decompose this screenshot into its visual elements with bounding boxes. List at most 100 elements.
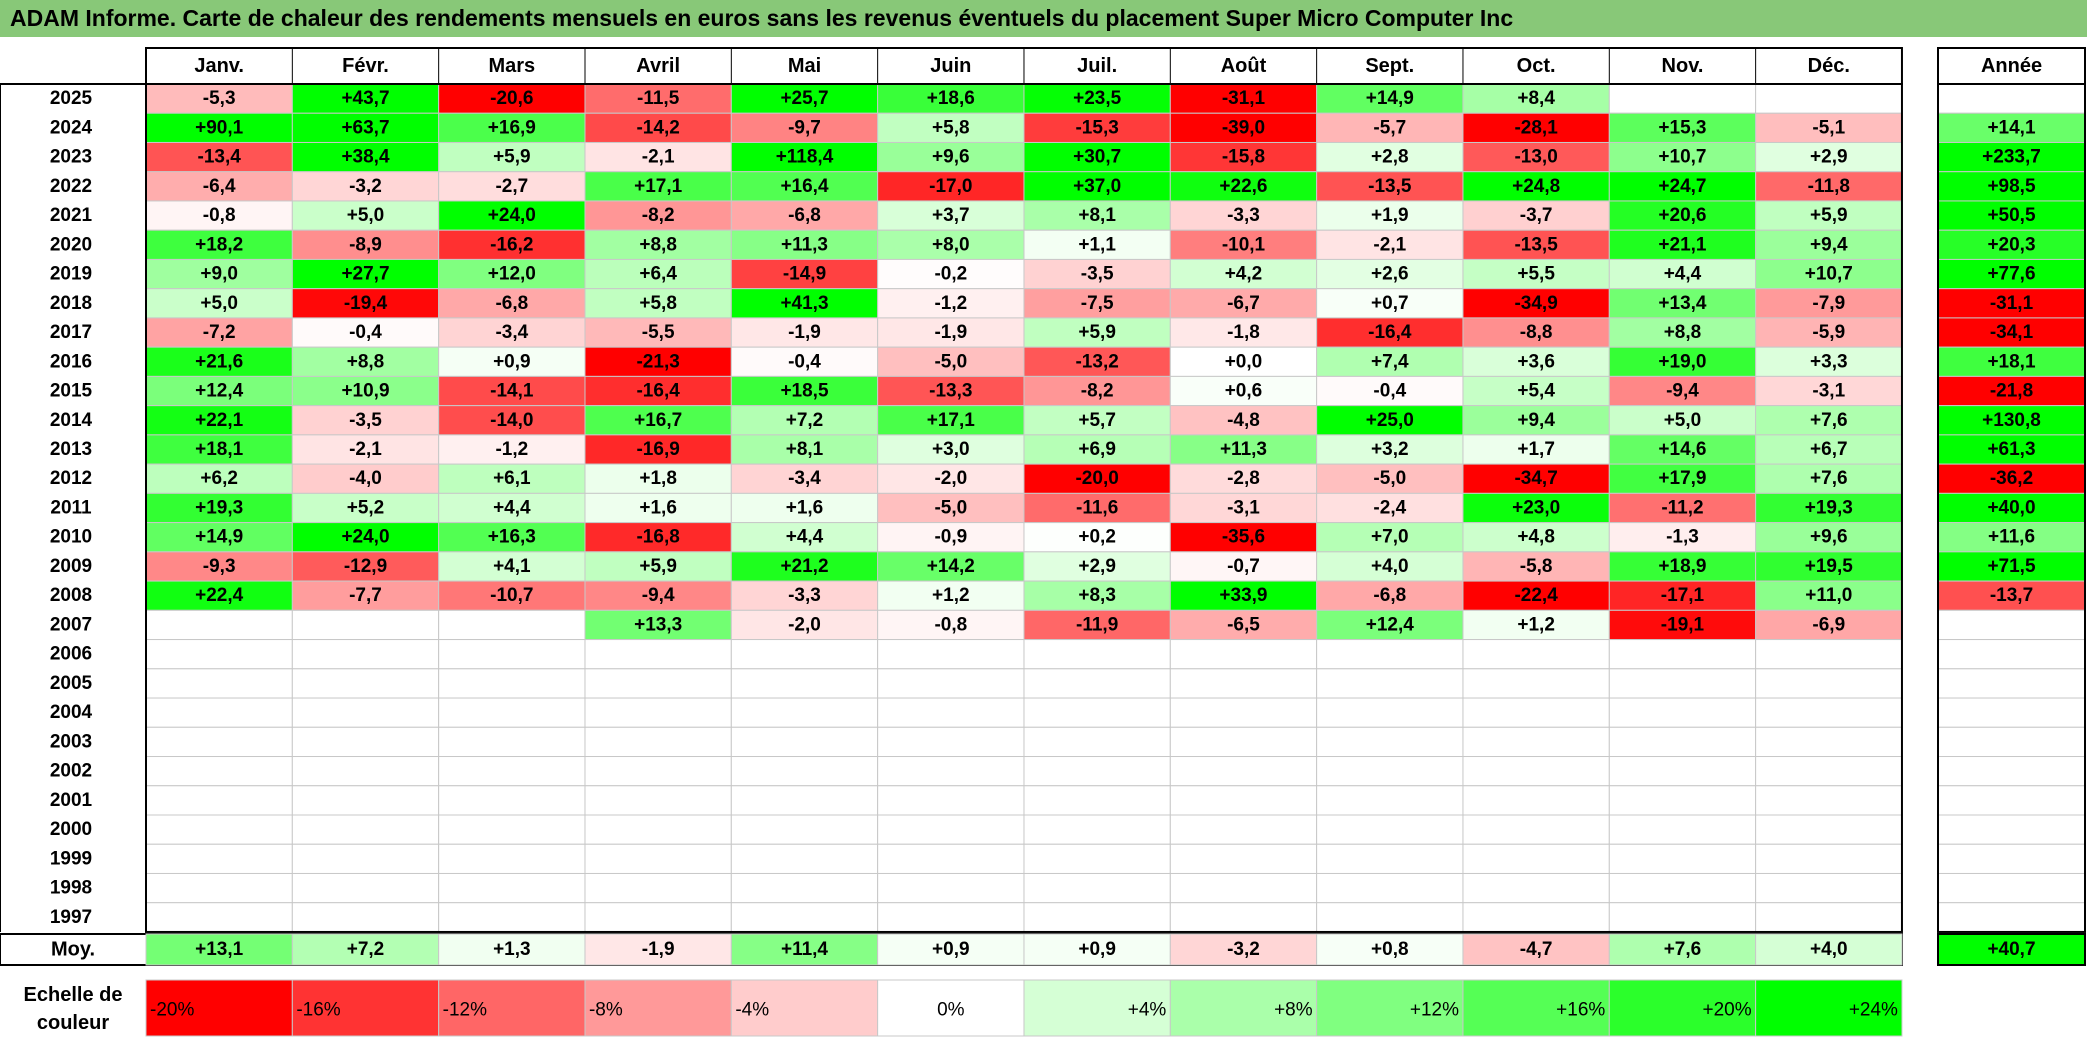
cell-value: +1,8	[639, 468, 677, 489]
heat-cell	[291, 668, 440, 699]
heat-cell	[877, 317, 1025, 348]
cell-value: -9,4	[1666, 381, 1699, 402]
heat-cell	[730, 288, 879, 319]
heat-cell	[1462, 317, 1610, 348]
heat-cell	[877, 200, 1025, 231]
cell-value: +5,9	[1078, 322, 1116, 343]
heat-cell	[877, 522, 1025, 553]
heat-cell	[1755, 288, 1903, 319]
heat-cell	[1755, 258, 1903, 290]
cell-value: +4,1	[493, 556, 531, 577]
heat-cell	[877, 697, 1025, 728]
cell-value: +24,0	[488, 205, 536, 226]
heat-cell	[1755, 522, 1903, 553]
annual-cell	[1937, 405, 2086, 436]
scale-swatch	[1755, 979, 1903, 1037]
heat-cell	[1462, 668, 1610, 699]
heat-cell	[584, 756, 732, 787]
scale-label-line2: couleur	[37, 1012, 109, 1034]
heat-cell	[877, 726, 1025, 758]
heat-cell	[1755, 697, 1903, 728]
heat-cell	[1462, 258, 1610, 290]
scale-swatch	[1316, 979, 1464, 1037]
cell-value: +6,9	[1078, 439, 1116, 460]
heat-cell	[1316, 843, 1464, 874]
average-annual-value: +40,7	[1987, 939, 2035, 960]
heat-cell	[1169, 200, 1318, 231]
heat-cell	[730, 229, 879, 260]
cell-value: -2,4	[1373, 497, 1406, 518]
heat-cell	[1023, 785, 1171, 816]
cell-value: -0,4	[349, 322, 382, 343]
cell-value: +21,6	[195, 351, 243, 372]
heat-cell	[438, 668, 586, 699]
cell-value: -0,8	[934, 614, 967, 635]
heat-cell	[584, 258, 732, 290]
heat-cell	[1023, 639, 1171, 670]
annual-value: +40,0	[1987, 497, 2035, 518]
cell-value: -2,1	[642, 147, 675, 168]
heat-cell	[1316, 112, 1464, 143]
heat-cell	[291, 609, 440, 641]
cell-value: +2,9	[1810, 147, 1848, 168]
cell-value: -8,2	[1081, 381, 1114, 402]
annual-value: -36,2	[1990, 468, 2033, 489]
cell-value: -8,8	[1520, 322, 1553, 343]
cell-value: +5,0	[200, 293, 238, 314]
heat-cell	[438, 872, 586, 904]
cell-value: +24,0	[341, 527, 389, 548]
average-value: +4,0	[1810, 939, 1848, 960]
cell-value: -2,0	[788, 614, 821, 635]
average-value: -3,2	[1227, 939, 1260, 960]
average-value: +0,9	[932, 939, 970, 960]
year-label: 1999	[50, 848, 92, 869]
cell-value: -13,2	[1075, 351, 1118, 372]
heat-cell	[877, 902, 1025, 933]
average-value: -4,7	[1520, 939, 1553, 960]
heat-cell	[1316, 726, 1464, 758]
heat-cell	[877, 463, 1025, 494]
heat-cell	[438, 726, 586, 758]
annual-value: +14,1	[1987, 117, 2036, 138]
cell-value: +5,7	[1078, 410, 1116, 431]
heat-cell	[145, 697, 293, 728]
cell-value: -10,7	[490, 585, 533, 606]
cell-value: +5,0	[347, 205, 385, 226]
heat-cell	[730, 522, 879, 553]
heat-cell	[584, 639, 732, 670]
cell-value: +2,9	[1078, 556, 1116, 577]
cell-value: -9,3	[203, 556, 236, 577]
year-label: 2025	[50, 88, 93, 109]
cell-value: +1,6	[639, 497, 677, 518]
cell-value: +8,3	[1078, 585, 1116, 606]
cell-value: +8,0	[932, 234, 970, 255]
annual-value: +71,5	[1987, 556, 2036, 577]
heat-cell	[1023, 83, 1171, 114]
heat-cell	[730, 434, 879, 465]
year-label: 2005	[50, 673, 93, 694]
heat-cell	[1462, 843, 1610, 874]
heat-cell	[1023, 814, 1171, 845]
cell-value: -13,3	[929, 381, 972, 402]
scale-swatch	[145, 979, 293, 1037]
cell-value: -2,1	[1373, 234, 1406, 255]
scale-step-label: 0%	[937, 1000, 965, 1021]
heat-cell	[1755, 112, 1903, 143]
heat-cell	[1755, 375, 1903, 407]
heat-cell	[730, 463, 879, 494]
heat-cell	[1608, 375, 1757, 407]
cell-value: -19,1	[1661, 614, 1705, 635]
heat-cell	[145, 141, 293, 173]
cell-value: -13,5	[1368, 176, 1412, 197]
annual-cell	[1937, 609, 2086, 641]
heat-cell	[291, 697, 440, 728]
cell-value: +1,2	[932, 585, 970, 606]
heat-cell	[730, 814, 879, 845]
heat-cell	[1023, 697, 1171, 728]
cell-value: -3,4	[788, 468, 821, 489]
average-cell	[1608, 933, 1757, 966]
cell-value: +17,1	[634, 176, 683, 197]
year-label: 2009	[50, 556, 92, 577]
cell-value: -21,3	[636, 351, 679, 372]
cell-value: +15,3	[1658, 117, 1706, 138]
